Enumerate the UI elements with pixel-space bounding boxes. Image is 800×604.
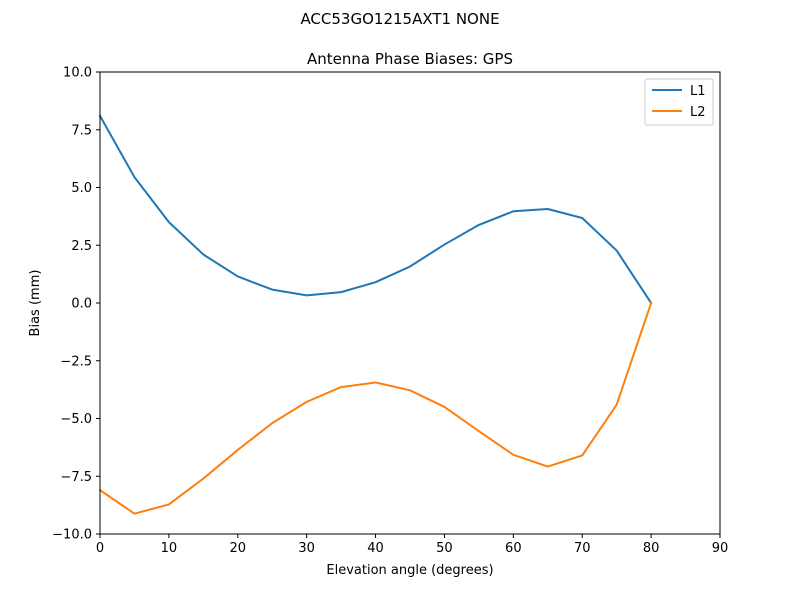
series-layer — [98, 114, 653, 515]
x-tick-label: 80 — [643, 541, 660, 556]
x-tick-label: 40 — [367, 541, 384, 556]
x-tick-label: 20 — [230, 541, 247, 556]
y-tick-label: 10.0 — [63, 66, 92, 81]
x-tick-label: 70 — [574, 541, 591, 556]
legend-label-l1: L1 — [690, 84, 706, 99]
legend-label-l2: L2 — [690, 105, 706, 120]
y-tick-label: 2.5 — [71, 239, 92, 254]
y-tick-label: −2.5 — [60, 354, 92, 369]
y-tick-label: 7.5 — [71, 123, 92, 138]
series-line-l2 — [98, 301, 653, 515]
plot-frame — [99, 71, 721, 535]
series-line-l1 — [98, 114, 653, 305]
x-tick-label: 60 — [505, 541, 522, 556]
ticks-layer: 0 10 20 30 40 50 60 70 80 90 −10.0 −7.5 −5.0 −2.5 0.0 2… — [52, 66, 728, 557]
legend: L1 L2 — [644, 78, 714, 126]
y-tick-label: −7.5 — [60, 470, 92, 485]
y-tick-label: −10.0 — [52, 528, 92, 543]
x-tick-label: 0 — [96, 541, 104, 556]
y-tick-label: 0.0 — [71, 297, 92, 312]
x-tick-label: 10 — [161, 541, 178, 556]
chart-suptitle: ACC53GO1215AXT1 NONE — [300, 10, 499, 28]
y-tick-label: 5.0 — [71, 181, 92, 196]
y-axis-label: Bias (mm) — [28, 270, 43, 337]
x-tick-label: 30 — [298, 541, 315, 556]
chart-title: Antenna Phase Biases: GPS — [307, 50, 513, 68]
y-tick-label: −5.0 — [60, 412, 92, 427]
x-tick-label: 50 — [436, 541, 453, 556]
x-axis-label: Elevation angle (degrees) — [326, 563, 493, 578]
x-tick-label: 90 — [712, 541, 729, 556]
